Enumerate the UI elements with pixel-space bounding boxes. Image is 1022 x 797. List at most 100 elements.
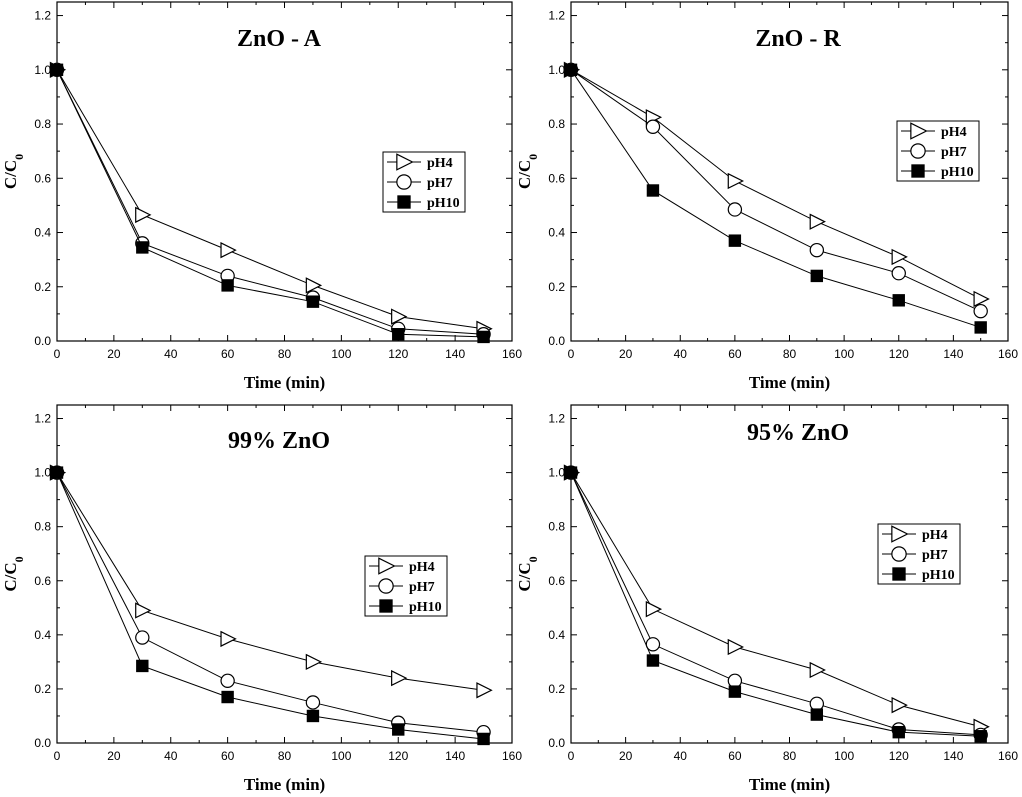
y-tick-label: 0.8 <box>34 520 51 534</box>
y-tick-label: 0.4 <box>34 628 51 642</box>
legend-marker-pH4 <box>378 557 396 575</box>
data-point-pH4 <box>476 682 493 699</box>
data-point-pH4 <box>220 630 237 648</box>
data-point-pH10 <box>306 295 320 308</box>
data-point-pH4 <box>135 602 152 619</box>
series-pH10 <box>50 63 490 344</box>
y-tick-label: 0.0 <box>548 736 565 750</box>
data-point-pH7 <box>973 303 988 319</box>
legend-label-pH10: pH10 <box>941 165 974 180</box>
series-line-pH4 <box>570 472 981 728</box>
legend-marker-pH4 <box>910 122 928 140</box>
legend-marker-pH4 <box>396 153 414 171</box>
y-tick-label: 1.2 <box>34 9 51 23</box>
data-point-pH10 <box>564 63 578 76</box>
y-tick-label: 0.2 <box>34 280 51 294</box>
data-point-pH10 <box>892 725 905 739</box>
series-line-pH7 <box>570 472 981 736</box>
x-tick-label: 60 <box>728 749 742 763</box>
panel-1: 0 20 40 60 80 100 120 140 160 0.0 0.2 0.4 0.6 0.8 1.0 1… <box>1 1 522 392</box>
data-point-pH4 <box>809 661 826 679</box>
x-tick-label: 40 <box>164 749 178 763</box>
y-tick-label: 1.0 <box>548 63 565 77</box>
legend-marker-pH10 <box>379 599 393 613</box>
x-tick-label: 160 <box>998 749 1018 763</box>
y-tick-label: 0.8 <box>34 117 51 131</box>
x-tick-label: 80 <box>278 347 292 361</box>
y-tick-label: 1.2 <box>548 9 565 23</box>
x-tick-label: 140 <box>445 749 465 763</box>
y-tick-label: 0.0 <box>34 334 51 348</box>
legend-marker-pH10 <box>911 164 925 178</box>
y-tick-label: 0.2 <box>548 280 565 294</box>
x-tick-label: 80 <box>783 749 797 763</box>
data-point-pH7 <box>727 202 743 217</box>
series-line-pH10 <box>56 69 484 338</box>
y-tick-label: 0.0 <box>34 736 51 750</box>
legend-label-pH4: pH4 <box>409 560 435 575</box>
series-pH10 <box>564 63 987 334</box>
data-point-pH4 <box>135 206 152 224</box>
panel-3: 0 20 40 60 80 100 120 140 160 0.0 0.2 0.4 0.6 0.8 1.0 1… <box>1 404 522 794</box>
data-point-pH7 <box>220 673 235 689</box>
x-tick-label: 100 <box>834 749 854 763</box>
series-line-pH7 <box>56 69 484 335</box>
x-tick-label: 160 <box>502 347 522 361</box>
data-point-pH10 <box>810 269 824 283</box>
data-point-pH4 <box>391 669 408 687</box>
data-point-pH4 <box>305 653 323 671</box>
legend: pH4 pH7 pH10 <box>877 523 961 585</box>
y-tick-label: 0.6 <box>34 574 51 588</box>
legend-marker-pH10 <box>892 567 906 581</box>
series-line-pH4 <box>56 69 484 330</box>
series-line-pH10 <box>56 472 484 740</box>
data-point-pH10 <box>221 690 234 704</box>
data-point-pH7 <box>135 630 150 645</box>
legend-marker-pH7 <box>891 546 907 562</box>
x-tick-label: 0 <box>54 749 61 763</box>
legend-label-pH7: pH7 <box>427 176 453 191</box>
x-tick-label: 0 <box>568 749 575 763</box>
x-tick-label: 40 <box>674 749 688 763</box>
y-tick-label: 0.8 <box>548 117 565 131</box>
legend-label-pH4: pH4 <box>922 528 948 543</box>
data-point-pH10 <box>564 466 578 479</box>
y-axis-title: C/C0 <box>1 556 26 591</box>
panel-title: 95% ZnO <box>747 420 849 446</box>
data-point-pH10 <box>892 294 905 307</box>
series-pH4 <box>563 464 990 735</box>
series-pH10 <box>50 466 490 746</box>
data-point-pH10 <box>728 234 742 247</box>
legend-marker-pH10 <box>397 195 411 209</box>
panel-title: ZnO - R <box>755 26 841 52</box>
data-point-pH10 <box>477 330 490 344</box>
legend-label-pH4: pH4 <box>427 156 453 171</box>
x-tick-label: 80 <box>278 749 292 763</box>
x-tick-label: 20 <box>107 347 121 361</box>
y-tick-label: 1.2 <box>34 412 51 426</box>
x-tick-label: 160 <box>502 749 522 763</box>
y-tick-label: 0.0 <box>548 334 565 348</box>
data-point-pH4 <box>220 241 237 259</box>
x-tick-label: 100 <box>331 749 351 763</box>
y-axis-title: C/C0 <box>515 556 540 591</box>
data-point-pH10 <box>136 659 149 673</box>
x-tick-label: 120 <box>889 347 909 361</box>
x-tick-label: 100 <box>834 347 854 361</box>
x-tick-label: 20 <box>619 749 633 763</box>
series-line-pH10 <box>570 69 981 328</box>
legend: pH4 pH7 pH10 <box>896 120 980 182</box>
series-line-pH4 <box>56 472 484 691</box>
data-point-pH10 <box>646 654 660 667</box>
data-point-pH4 <box>891 248 908 266</box>
data-point-pH4 <box>973 290 990 308</box>
series-line-pH7 <box>56 472 484 733</box>
y-tick-label: 0.4 <box>34 226 51 240</box>
x-tick-label: 140 <box>445 347 465 361</box>
x-tick-label: 160 <box>998 347 1018 361</box>
data-point-pH10 <box>392 328 405 341</box>
y-tick-label: 1.2 <box>548 412 565 426</box>
data-point-pH4 <box>305 277 323 294</box>
legend-label-pH7: pH7 <box>941 145 967 160</box>
data-point-pH7 <box>891 266 906 281</box>
